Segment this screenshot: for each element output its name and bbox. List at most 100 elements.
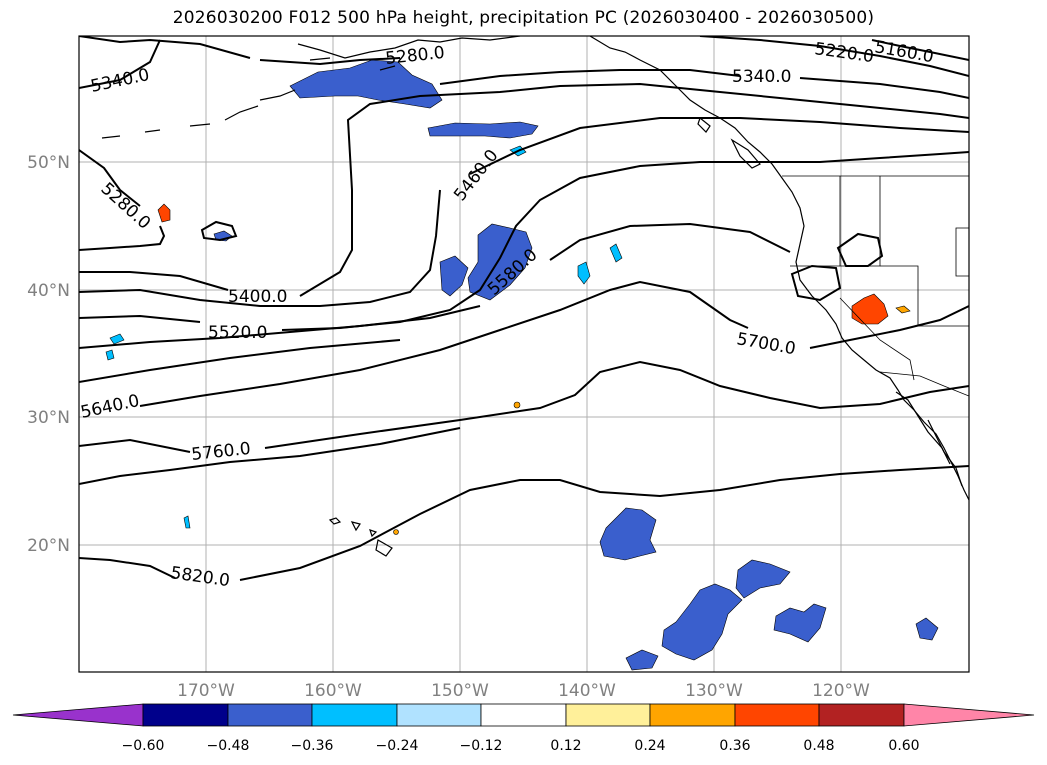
contour-label: 5400.0 <box>228 287 287 307</box>
colorbar-tick-label: 0.24 <box>634 738 665 754</box>
lat-label: 20°N <box>27 536 70 556</box>
lat-label: 40°N <box>27 281 70 301</box>
colorbar-tick-label: 0.60 <box>888 738 919 754</box>
island-vancouver <box>730 138 761 169</box>
contour-5580 <box>79 222 791 349</box>
precip-positive-areas <box>157 203 911 535</box>
precip-blob-south-7 <box>183 515 191 529</box>
contour-5520 <box>79 151 969 331</box>
contour-closed-2 <box>790 264 842 302</box>
precip-blob-small-4 <box>109 333 125 345</box>
colorbar-tick-label: −0.24 <box>376 738 419 754</box>
contour-5700 <box>79 339 401 383</box>
precip-blob-mid-north <box>467 223 533 301</box>
contour-label: 5340.0 <box>89 65 151 97</box>
colorbar-segment <box>818 703 905 727</box>
lon-label: 140°W <box>558 681 616 701</box>
latitude-labels: 50°N 40°N 30°N 20°N <box>27 153 70 556</box>
precip-blob-south-5 <box>915 617 939 641</box>
precip-blob-south-4 <box>773 603 827 643</box>
precip-blob-gulf <box>427 121 539 139</box>
colorbar-tick-label: −0.36 <box>291 738 334 754</box>
political-borders <box>782 175 969 397</box>
contour-5280-north <box>79 36 401 66</box>
colorbar-segment <box>480 703 567 727</box>
precip-blob-small-5 <box>105 349 115 361</box>
colorbar-segment <box>227 703 313 727</box>
lon-label: 120°W <box>812 681 870 701</box>
precip-blob-small-2 <box>609 243 623 263</box>
map-frame <box>78 35 970 673</box>
precip-negative-areas <box>105 59 939 671</box>
precip-blob-cal-small <box>895 305 911 314</box>
colorbar-tick-label: 0.12 <box>550 738 581 754</box>
contour-5400 <box>79 82 969 297</box>
lon-label: 150°W <box>431 681 489 701</box>
contour-5160 <box>871 39 969 61</box>
colorbar-segment <box>649 703 736 727</box>
lon-label: 130°W <box>685 681 743 701</box>
colorbar <box>12 703 1035 727</box>
precip-blob-california <box>851 293 889 325</box>
border-us-mexico <box>879 371 969 397</box>
precip-blob-south-2 <box>661 583 743 661</box>
colorbar-segment <box>734 703 820 727</box>
contour-closed-1 <box>836 232 884 267</box>
graticule <box>79 36 969 672</box>
lon-label: 160°W <box>304 681 362 701</box>
contour-5760 <box>79 360 969 453</box>
border-states-3 <box>880 265 969 327</box>
coastline-baja <box>895 391 951 465</box>
contour-5340 <box>79 39 969 99</box>
coastline-north-america <box>589 36 969 501</box>
lon-label: 170°W <box>177 681 235 701</box>
colorbar-extend-left <box>12 703 144 727</box>
contour-5640 <box>139 280 969 407</box>
colorbar-ticks: −0.60 −0.48 −0.36 −0.24 −0.12 0.12 0.24 … <box>122 738 920 754</box>
longitude-labels: 170°W 160°W 150°W 140°W 130°W 120°W <box>177 681 870 701</box>
precip-blob-mid-west <box>439 255 469 297</box>
precip-blob-south-1 <box>599 507 657 561</box>
precip-dot-1 <box>513 401 521 409</box>
border-states-2 <box>790 265 915 381</box>
colorbar-extend-right <box>903 703 1035 727</box>
contour-5820 <box>79 465 969 581</box>
contour-5820-alt <box>79 427 461 485</box>
coastline-alaska <box>101 36 521 139</box>
island-haida <box>697 116 711 133</box>
colorbar-tick-label: 0.48 <box>803 738 834 754</box>
colorbar-segment <box>142 703 229 727</box>
contour-label: 5460.0 <box>450 146 502 205</box>
contour-label: 5160.0 <box>873 37 935 67</box>
contour-5460 <box>79 117 969 307</box>
contour-label: 5640.0 <box>79 391 141 423</box>
island-hawaii-4 <box>375 539 393 557</box>
contour-label: 5280.0 <box>384 43 445 69</box>
contour-label: 5700.0 <box>735 329 797 359</box>
border-states-4 <box>955 227 969 277</box>
coastline-mexico <box>927 419 963 487</box>
border-states-1 <box>839 176 881 267</box>
contour-label: 5820.0 <box>169 563 231 591</box>
contour-closed-3 <box>200 220 238 242</box>
colorbar-tick-label: −0.48 <box>207 738 250 754</box>
island-hawaii-2 <box>350 521 361 532</box>
contour-label: 5340.0 <box>732 67 791 87</box>
colorbar-tick-label: −0.12 <box>460 738 503 754</box>
contour-label-group: 5340.0 5280.0 5280.0 5460.0 5580.0 5400.… <box>79 37 935 591</box>
island-hawaii-3 <box>369 529 378 538</box>
colorbar-segment <box>565 703 651 727</box>
precip-blob-south-3 <box>735 559 791 599</box>
colorbar-tick-label: −0.60 <box>122 738 165 754</box>
contour-5280-west <box>79 149 166 251</box>
height-contours <box>79 36 969 581</box>
colorbar-tick-label: 0.36 <box>719 738 750 754</box>
island-hawaii-1 <box>328 517 342 525</box>
precip-blob-alaska <box>289 59 443 109</box>
precip-dot-2 <box>393 529 399 535</box>
lat-label: 30°N <box>27 408 70 428</box>
contour-5220 <box>699 36 969 77</box>
contour-label: 5220.0 <box>813 39 875 67</box>
precip-blob-west-pos <box>157 203 171 223</box>
